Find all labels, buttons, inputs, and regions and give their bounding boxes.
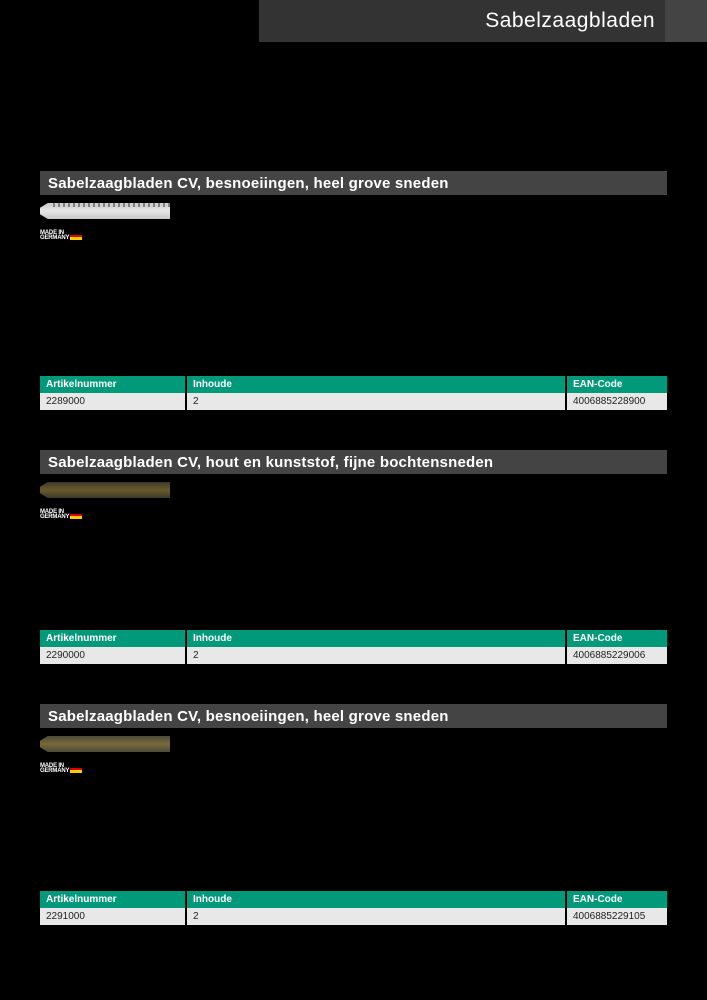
germany-flag-icon	[70, 511, 82, 519]
product-table: Artikelnummer Inhoude EAN-Code 2290000 2…	[40, 630, 667, 664]
made-in-line2: GERMANY	[40, 768, 69, 774]
product-section: Sabelzaagbladen CV, besnoeiingen, heel g…	[40, 171, 667, 241]
product-table: Artikelnummer Inhoude EAN-Code 2289000 2…	[40, 376, 667, 410]
section-title: Sabelzaagbladen CV, hout en kunststof, f…	[48, 454, 493, 471]
cell-inhoude: 2	[186, 647, 566, 664]
table-row: 2291000 2 4006885229105	[40, 908, 667, 925]
origin-badge: MADE IN GERMANY	[40, 510, 667, 520]
blade-image-icon	[40, 736, 170, 752]
col-eancode: EAN-Code	[566, 376, 667, 393]
section-header: Sabelzaagbladen CV, besnoeiingen, heel g…	[40, 704, 667, 728]
made-in-label: MADE IN GERMANY	[40, 231, 69, 241]
product-section: Sabelzaagbladen CV, hout en kunststof, f…	[40, 450, 667, 520]
page-header-bar: Sabelzaagbladen	[259, 0, 665, 42]
col-eancode: EAN-Code	[566, 630, 667, 647]
section-header: Sabelzaagbladen CV, hout en kunststof, f…	[40, 450, 667, 474]
page-title: Sabelzaagbladen	[485, 9, 655, 33]
table-header-row: Artikelnummer Inhoude EAN-Code	[40, 376, 667, 393]
table-row: 2290000 2 4006885229006	[40, 647, 667, 664]
col-eancode: EAN-Code	[566, 891, 667, 908]
cell-eancode: 4006885229006	[566, 647, 667, 664]
cell-artikelnummer: 2290000	[40, 647, 186, 664]
cell-artikelnummer: 2289000	[40, 393, 186, 410]
table-header-row: Artikelnummer Inhoude EAN-Code	[40, 891, 667, 908]
germany-flag-icon	[70, 232, 82, 240]
section-title: Sabelzaagbladen CV, besnoeiingen, heel g…	[48, 175, 449, 192]
made-in-label: MADE IN GERMANY	[40, 764, 69, 774]
germany-flag-icon	[70, 765, 82, 773]
cell-inhoude: 2	[186, 908, 566, 925]
made-in-label: MADE IN GERMANY	[40, 510, 69, 520]
made-in-line2: GERMANY	[40, 235, 69, 241]
product-table: Artikelnummer Inhoude EAN-Code 2291000 2…	[40, 891, 667, 925]
made-in-line2: GERMANY	[40, 514, 69, 520]
cell-artikelnummer: 2291000	[40, 908, 186, 925]
col-inhoude: Inhoude	[186, 891, 566, 908]
cell-inhoude: 2	[186, 393, 566, 410]
cell-eancode: 4006885229105	[566, 908, 667, 925]
page-header-tail	[665, 0, 707, 42]
cell-eancode: 4006885228900	[566, 393, 667, 410]
blade-image-icon	[40, 203, 170, 219]
table-row: 2289000 2 4006885228900	[40, 393, 667, 410]
col-inhoude: Inhoude	[186, 630, 566, 647]
col-artikelnummer: Artikelnummer	[40, 891, 186, 908]
col-artikelnummer: Artikelnummer	[40, 376, 186, 393]
origin-badge: MADE IN GERMANY	[40, 231, 667, 241]
col-artikelnummer: Artikelnummer	[40, 630, 186, 647]
blade-image-icon	[40, 482, 170, 498]
section-header: Sabelzaagbladen CV, besnoeiingen, heel g…	[40, 171, 667, 195]
origin-badge: MADE IN GERMANY	[40, 764, 667, 774]
product-section: Sabelzaagbladen CV, besnoeiingen, heel g…	[40, 704, 667, 774]
table-header-row: Artikelnummer Inhoude EAN-Code	[40, 630, 667, 647]
section-title: Sabelzaagbladen CV, besnoeiingen, heel g…	[48, 708, 449, 725]
col-inhoude: Inhoude	[186, 376, 566, 393]
